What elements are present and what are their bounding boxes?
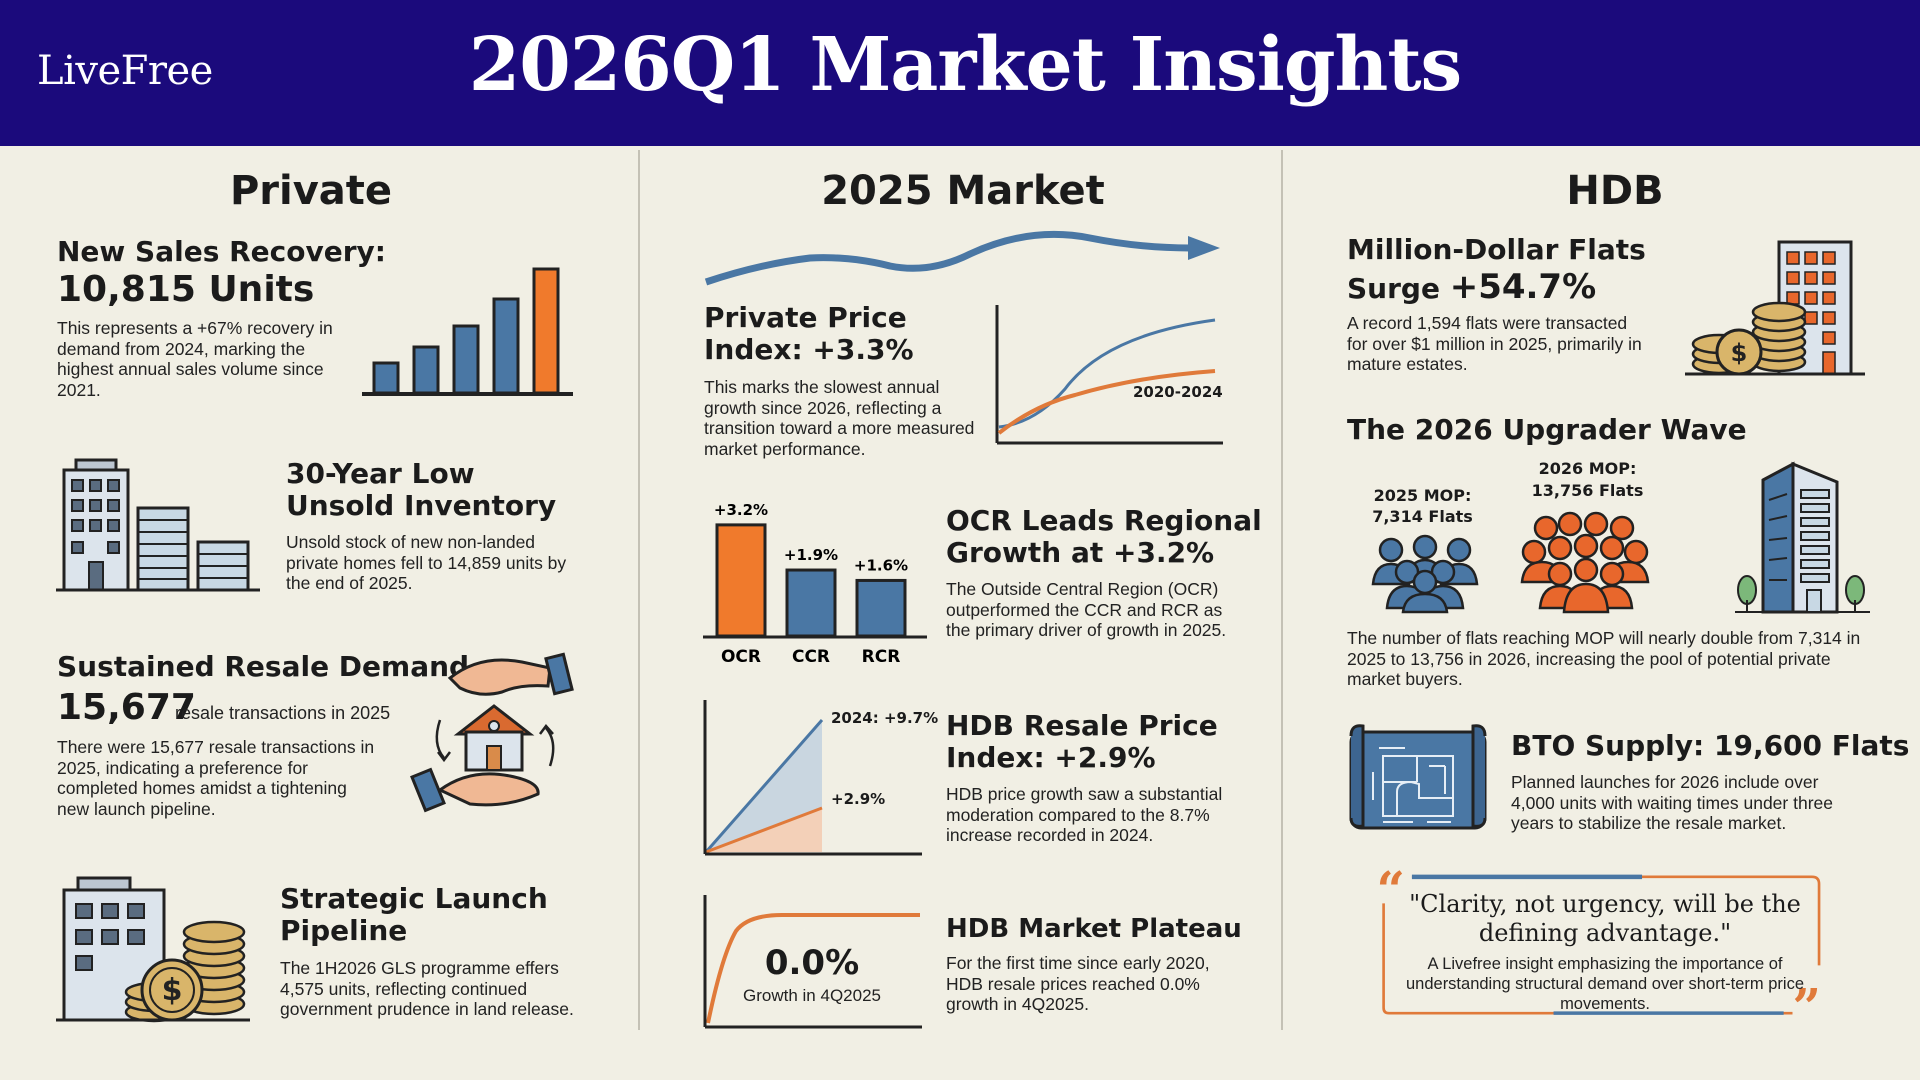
hdb-heading: HDB — [1566, 168, 1664, 214]
resale-value-suffix: resale transactions in 2025 — [175, 703, 391, 723]
ocr-title-line1: OCR Leads Regional — [946, 504, 1262, 537]
close-quote-icon: ” — [1793, 977, 1822, 1036]
svg-text:$: $ — [1731, 339, 1748, 367]
ppi-line-chart — [995, 305, 1223, 445]
hdb-index-title-line1: HDB Resale Price — [946, 709, 1218, 742]
bar-value-label: +1.9% — [784, 546, 838, 564]
quote-frame: “ ” — [1377, 860, 1821, 1036]
million-title-line1: Million-Dollar Flats — [1347, 233, 1646, 266]
building-coins-icon: $ — [56, 876, 250, 1023]
plateau-chart — [703, 895, 922, 1029]
ppi-title-line1: Private Price — [704, 301, 907, 334]
pipeline-title-line2: Pipeline — [280, 914, 408, 947]
bar-category-label: OCR — [721, 647, 761, 667]
bar-growth-icon — [362, 267, 573, 396]
million-title-value: +54.7% — [1449, 267, 1597, 307]
bar-rcr — [855, 578, 907, 638]
mop-2025-line1: 2025 MOP: — [1373, 486, 1472, 505]
upgrader-body: The number of flats reaching MOP will ne… — [1347, 628, 1861, 690]
bar-category-label: RCR — [862, 647, 901, 667]
mop-2025-line2: 7,314 Flats — [1372, 507, 1473, 526]
people-group-2026-icon — [1520, 511, 1650, 614]
bar-ocr — [715, 523, 767, 638]
open-quote-icon: “ — [1377, 860, 1406, 919]
bar-category-label: CCR — [792, 647, 830, 667]
ocr-body: The Outside Central Region (OCR) outperf… — [946, 579, 1227, 641]
ppi-title-line2: Index: +3.3% — [704, 333, 914, 366]
hdb-index-label-2025: +2.9% — [831, 790, 886, 808]
bto-body: Planned launches for 2026 include over 4… — [1511, 772, 1833, 834]
resale-title: Sustained Resale Demand — [57, 650, 470, 683]
million-title-prefix: Surge — [1347, 272, 1440, 305]
column-divider — [638, 150, 640, 1030]
million-body: A record 1,594 flats were transacted for… — [1347, 313, 1642, 375]
pipeline-body: The 1H2026 GLS programme effers 4,575 un… — [280, 958, 574, 1020]
bar-value-label: +3.2% — [714, 501, 768, 519]
ppi-series-blue — [998, 318, 1216, 429]
brand-logo: LiveFree — [37, 48, 213, 94]
mop-2026-line2: 13,756 Flats — [1531, 481, 1644, 500]
column-divider — [1281, 150, 1283, 1030]
quote-attribution: A Livefree insight emphasizing the impor… — [1405, 955, 1805, 1013]
hdb-index-label-2024: 2024: +9.7% — [831, 709, 939, 727]
buildings-icon — [56, 458, 260, 592]
unsold-title-line1: 30-Year Low — [286, 457, 475, 490]
new-sales-title: New Sales Recovery: — [57, 235, 386, 268]
bto-title: BTO Supply: 19,600 Flats — [1511, 729, 1910, 762]
mop-2026-line1: 2026 MOP: — [1538, 459, 1637, 478]
plateau-caption: Growth in 4Q2025 — [743, 986, 881, 1005]
unsold-body: Unsold stock of new non-landed private h… — [286, 532, 567, 594]
hands-house-icon — [410, 652, 574, 813]
quote-text: "Clarity, not urgency, will be the defin… — [1409, 890, 1801, 947]
ppi-body: This marks the slowest annual growth sin… — [704, 377, 975, 459]
page-title: 2026Q1 Market Insights — [468, 22, 1462, 108]
unsold-title-line2: Unsold Inventory — [286, 489, 557, 522]
svg-text:$: $ — [162, 973, 183, 1008]
market-heading: 2025 Market — [821, 168, 1105, 214]
plateau-title: HDB Market Plateau — [946, 914, 1242, 944]
header-banner: LiveFree 2026Q1 Market Insights — [0, 0, 1920, 146]
trend-arrow-icon — [704, 230, 1220, 286]
blueprint-icon — [1349, 724, 1487, 830]
resale-value: 15,677 — [57, 687, 196, 728]
tower-trees-icon — [1735, 461, 1870, 614]
hdb-index-title-line2: Index: +2.9% — [946, 741, 1156, 774]
hdb-index-chart — [703, 700, 922, 856]
ppi-chart-label: 2020-2024 — [1133, 383, 1223, 401]
bar-value-label: +1.6% — [854, 556, 908, 574]
new-sales-value: 10,815 Units — [57, 269, 315, 310]
new-sales-body: This represents a +67% recovery in deman… — [57, 318, 333, 400]
coins-building-icon: $ — [1685, 240, 1865, 376]
pipeline-title-line1: Strategic Launch — [280, 882, 548, 915]
ocr-bar-chart: +3.2% OCR +1.9% CCR +1.6% RCR — [703, 501, 927, 667]
private-heading: Private — [229, 168, 393, 214]
hdb-index-body: HDB price growth saw a substantial moder… — [946, 784, 1223, 846]
ppi-series-orange — [997, 369, 1216, 435]
people-group-2025-icon — [1371, 534, 1479, 614]
upgrader-title: The 2026 Upgrader Wave — [1347, 413, 1747, 446]
bar-ccr — [785, 568, 837, 638]
million-title-line2: Surge +54.7% — [1347, 268, 1596, 306]
ocr-title-line2: Growth at +3.2% — [946, 536, 1215, 569]
resale-body: There were 15,677 resale transactions in… — [57, 737, 375, 819]
plateau-value: 0.0% — [764, 943, 860, 983]
plateau-body: For the first time since early 2020, HDB… — [946, 953, 1210, 1015]
